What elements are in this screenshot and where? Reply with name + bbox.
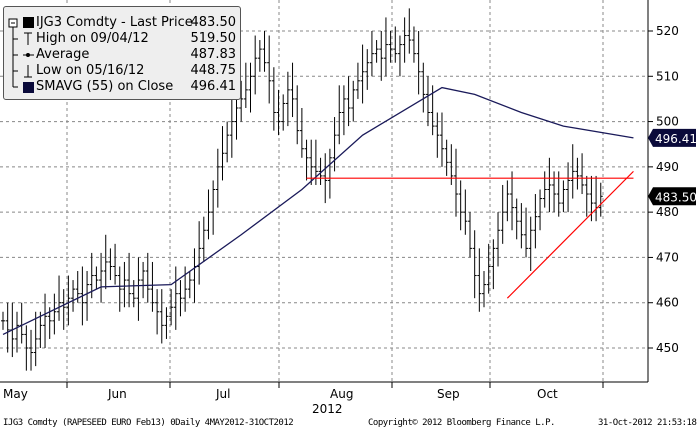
legend-avg-value: 487.83 <box>190 47 237 62</box>
x-tick-label-oct: Oct <box>537 387 558 401</box>
y-tick-label: 450 <box>656 341 679 355</box>
legend-low-value: 448.75 <box>190 63 237 78</box>
y-tick-label: 490 <box>656 160 679 174</box>
y-tick-label: 520 <box>656 24 679 38</box>
legend-high-value: 519.50 <box>190 31 237 46</box>
y-tick-label: 480 <box>656 205 679 219</box>
last-price-tag <box>648 187 696 206</box>
legend-avg-label: Average <box>36 47 90 62</box>
last-price-tag-label: 483.50 <box>655 190 697 204</box>
footer-copyright: Copyright© 2012 Bloomberg Finance L.P. <box>368 418 555 428</box>
support-trendline <box>506 170 634 299</box>
x-tick-label-jun: Jun <box>107 387 127 401</box>
y-tick-label: 500 <box>656 115 679 129</box>
sma-price-tag <box>648 128 696 147</box>
x-tick-label-may: May <box>3 387 28 401</box>
footer-timestamp: 31-Oct-2012 21:53:18 <box>598 418 697 428</box>
x-tick-label-aug: Aug <box>330 387 353 401</box>
legend-sma-value: 496.41 <box>190 79 237 94</box>
legend-title: IJG3 Comdty - Last Price <box>36 15 193 30</box>
legend-low-label: Low on 05/16/12 <box>36 63 145 78</box>
footer-security: IJG3 Comdty (RAPESEED EURO Feb13) 0Daily… <box>3 418 294 428</box>
y-tick-label: 510 <box>656 69 679 83</box>
legend-sma-label: SMAVG (55) on Close <box>36 79 174 94</box>
legend-high-label: High on 09/04/12 <box>36 31 149 46</box>
x-tick-label-sep: Sep <box>437 387 460 401</box>
x-tick-label-jul: Jul <box>215 387 230 401</box>
y-tick-label: 460 <box>656 296 679 310</box>
y-tick-label: 470 <box>656 250 679 264</box>
x-axis-year: 2012 <box>312 402 343 416</box>
sma-line <box>2 86 634 335</box>
chart-legend: IJG3 Comdty - Last Price 483.50 High on 0… <box>3 6 241 100</box>
legend-last-price: 483.50 <box>190 15 237 30</box>
sma-price-tag-label: 496.41 <box>655 132 697 146</box>
legend-tree-icon <box>8 17 34 93</box>
